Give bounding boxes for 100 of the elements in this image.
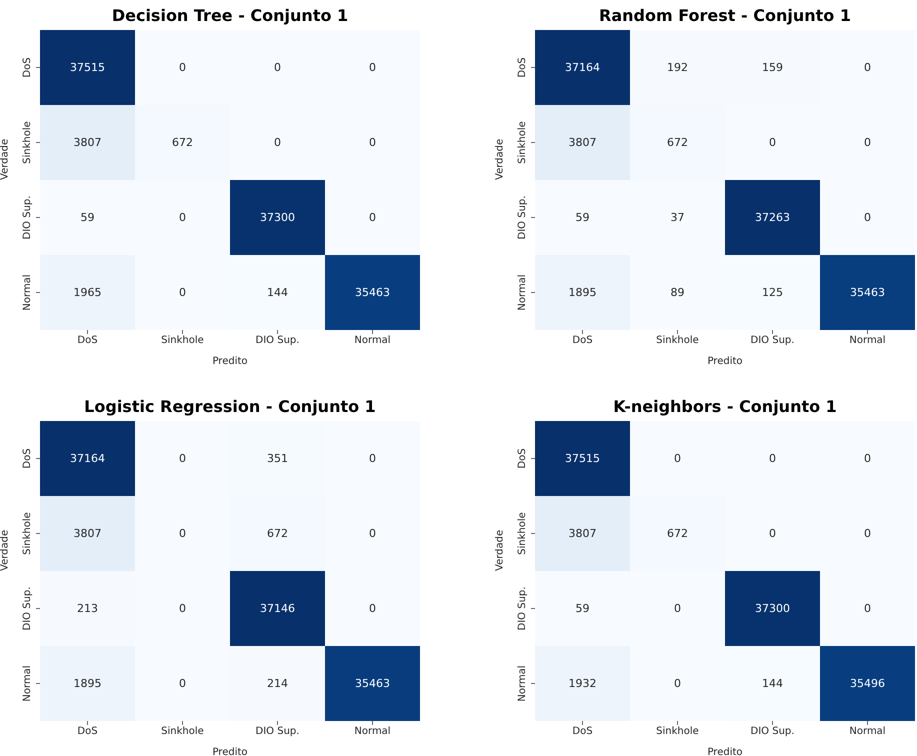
data-label: 0	[179, 211, 186, 224]
x-tick-label: Normal	[354, 726, 391, 738]
data-label: 0	[674, 602, 681, 615]
data-label: 144	[762, 677, 783, 690]
data-label: 351	[267, 452, 288, 465]
data-label: 37263	[755, 211, 790, 224]
data-label: 192	[667, 61, 688, 74]
data-label: 37	[670, 211, 684, 224]
data-label: 0	[369, 602, 376, 615]
y-tick-label: DoS	[22, 448, 33, 469]
y-tick-label: Sinkhole	[517, 121, 528, 164]
chart-title: Logistic Regression - Conjunto 1	[83, 396, 377, 416]
data-label: 37146	[260, 602, 295, 615]
y-axis-title: Verdade	[494, 530, 506, 571]
data-label: 672	[667, 527, 688, 540]
data-label: 0	[179, 61, 186, 74]
y-tick-label: DoS	[517, 448, 528, 469]
data-label: 35463	[355, 286, 390, 299]
data-label: 59	[576, 602, 590, 615]
data-label: 89	[670, 286, 684, 299]
data-label: 0	[864, 211, 871, 224]
data-label: 1895	[568, 286, 596, 299]
data-label: 213	[77, 602, 98, 615]
x-tick-label: DIO Sup.	[256, 726, 300, 738]
data-label: 0	[179, 452, 186, 465]
data-label: 125	[762, 286, 783, 299]
data-label: 37164	[565, 61, 600, 74]
data-label: 0	[179, 286, 186, 299]
data-label: 0	[769, 527, 776, 540]
x-tick-label: DIO Sup.	[750, 726, 794, 738]
data-label: 0	[864, 527, 871, 540]
chart-title: Decision Tree - Conjunto 1	[110, 6, 350, 24]
data-label: 144	[267, 286, 288, 299]
data-label: 0	[369, 61, 376, 74]
x-tick-label: DoS	[572, 726, 593, 738]
x-tick-label: DIO Sup.	[256, 335, 300, 346]
data-label: 0	[274, 61, 281, 74]
x-tick-label: Sinkhole	[656, 335, 699, 346]
data-label: 37300	[755, 602, 790, 615]
x-axis-title: Predito	[707, 356, 743, 367]
y-tick-label: DoS	[22, 57, 33, 78]
y-tick-label: Sinkhole	[22, 512, 33, 555]
data-label: 1895	[74, 677, 102, 690]
data-label: 3807	[568, 527, 596, 540]
x-axis-title: Predito	[707, 747, 743, 756]
y-tick-label: DIO Sup.	[517, 586, 528, 630]
x-tick-label: DIO Sup.	[750, 335, 794, 346]
x-tick-label: Sinkhole	[161, 726, 204, 738]
data-label: 3807	[74, 136, 102, 149]
data-label: 0	[179, 677, 186, 690]
x-tick-label: Normal	[849, 335, 886, 346]
data-label: 35496	[850, 677, 885, 690]
data-label: 0	[274, 136, 281, 149]
y-axis-title: Verdade	[0, 138, 11, 180]
x-tick-label: DoS	[572, 335, 593, 346]
data-label: 37164	[70, 452, 105, 465]
data-label: 0	[369, 136, 376, 149]
chart-title: Random Forest - Conjunto 1	[598, 6, 852, 24]
x-axis-title: Predito	[212, 356, 248, 367]
data-label: 0	[864, 61, 871, 74]
x-tick-label: Normal	[849, 726, 886, 738]
data-label: 672	[267, 527, 288, 540]
y-tick-label: Normal	[22, 274, 33, 311]
y-tick-label: Normal	[517, 665, 528, 702]
y-tick-label: Normal	[22, 665, 33, 702]
y-axis-title: Verdade	[0, 530, 11, 571]
y-tick-label: DIO Sup.	[517, 196, 528, 240]
data-label: 214	[267, 677, 288, 690]
x-tick-label: Normal	[354, 335, 391, 346]
chart-title: K-neighbors - Conjunto 1	[612, 396, 838, 416]
data-label: 0	[674, 677, 681, 690]
y-tick-label: DoS	[517, 57, 528, 78]
data-label: 1965	[74, 286, 102, 299]
x-tick-label: Sinkhole	[656, 726, 699, 738]
y-tick-label: DIO Sup.	[22, 196, 33, 240]
data-label: 672	[667, 136, 688, 149]
data-label: 0	[369, 211, 376, 224]
data-label: 37515	[565, 452, 600, 465]
data-label: 0	[369, 527, 376, 540]
data-label: 0	[674, 452, 681, 465]
data-label: 672	[172, 136, 193, 149]
data-label: 35463	[850, 286, 885, 299]
y-tick-label: Normal	[517, 274, 528, 311]
data-label: 37300	[260, 211, 295, 224]
x-tick-label: Sinkhole	[161, 335, 204, 346]
data-label: 0	[864, 136, 871, 149]
y-axis-title: Verdade	[494, 138, 506, 180]
data-label: 37515	[70, 61, 105, 74]
data-label: 3807	[74, 527, 102, 540]
data-label: 1932	[568, 677, 596, 690]
data-label: 59	[576, 211, 590, 224]
data-label: 0	[369, 452, 376, 465]
data-label: 0	[179, 602, 186, 615]
data-label: 0	[769, 136, 776, 149]
data-label: 59	[80, 211, 94, 224]
data-label: 0	[864, 452, 871, 465]
y-tick-label: Sinkhole	[22, 121, 33, 164]
data-label: 0	[769, 452, 776, 465]
data-label: 159	[762, 61, 783, 74]
data-label: 35463	[355, 677, 390, 690]
